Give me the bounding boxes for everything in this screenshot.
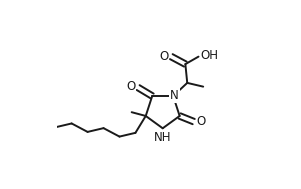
Text: N: N: [170, 89, 179, 102]
Text: O: O: [126, 80, 135, 93]
Text: O: O: [159, 50, 168, 63]
Text: O: O: [197, 115, 206, 128]
Text: NH: NH: [154, 131, 171, 143]
Text: OH: OH: [201, 49, 219, 62]
